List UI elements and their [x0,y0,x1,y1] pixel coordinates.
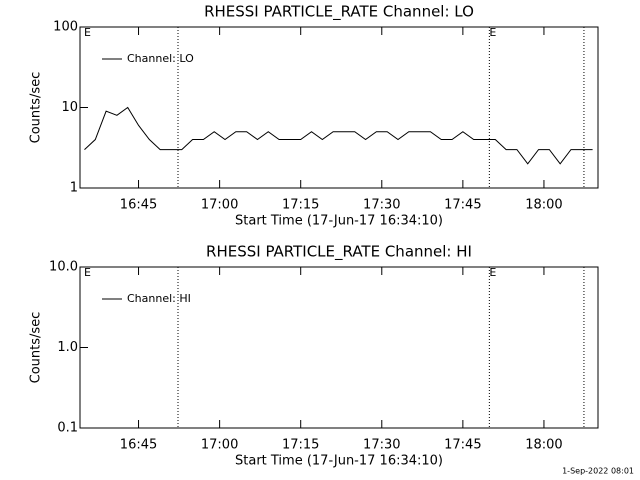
y-axis-label: Counts/sec [29,312,44,384]
x-tick-label: 17:30 [363,438,400,453]
x-tick-label: 17:15 [282,438,319,453]
chart-title: RHESSI PARTICLE_RATE Channel: HI [206,243,472,262]
y-axis-label: Counts/sec [29,72,44,144]
y-tick-label: 10.0 [49,260,78,275]
y-tick-label: 1 [70,181,78,196]
flag-label: E [489,266,496,279]
chart-title: RHESSI PARTICLE_RATE Channel: LO [204,3,474,22]
x-axis-label: Start Time (17-Jun-17 16:34:10) [235,214,443,229]
y-tick-label: 1.0 [57,340,78,355]
y-tick-label: 10 [61,100,78,115]
legend-label: Channel: LO [127,52,194,65]
x-axis-label: Start Time (17-Jun-17 16:34:10) [235,454,443,469]
x-tick-label: 18:00 [525,438,562,453]
footer: 1-Sep-2022 08:01 [562,467,634,476]
legend-label: Channel: HI [127,292,191,305]
x-tick-label: 17:45 [444,438,481,453]
x-tick-label: 17:15 [282,198,319,213]
x-tick-label: 17:00 [201,438,238,453]
flag-label: E [84,26,91,39]
y-tick-label: 100 [53,20,78,35]
x-tick-label: 17:30 [363,198,400,213]
x-tick-label: 18:00 [525,198,562,213]
data-line [84,106,593,165]
flag-label: E [489,26,496,39]
x-tick-label: 16:45 [120,438,157,453]
x-tick-label: 16:45 [120,198,157,213]
flag-label: E [84,266,91,279]
y-tick-label: 0.1 [57,421,78,436]
x-tick-label: 17:45 [444,198,481,213]
x-tick-label: 17:00 [201,198,238,213]
